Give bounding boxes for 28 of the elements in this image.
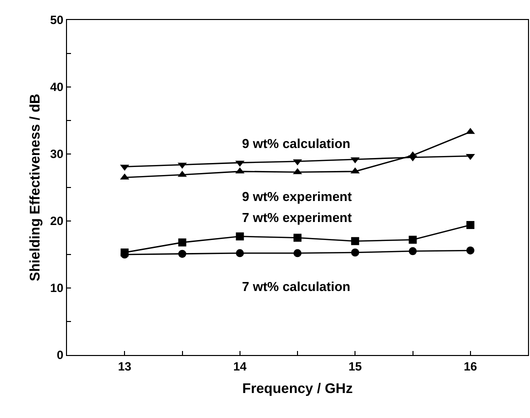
y-tick-label: 0 bbox=[56, 348, 64, 362]
point bbox=[408, 247, 417, 256]
y-tick-label: 10 bbox=[50, 281, 64, 296]
x-tick-label: 15 bbox=[348, 360, 362, 374]
x-tick-label: 13 bbox=[118, 360, 132, 374]
x-tick-label: 14 bbox=[233, 360, 247, 374]
series-label: 7 wt% experiment bbox=[242, 210, 352, 225]
series-label: 9 wt% calculation bbox=[242, 136, 350, 151]
y-tick-label: 50 bbox=[50, 13, 64, 28]
point bbox=[466, 221, 474, 230]
y-tick-label: 40 bbox=[50, 80, 64, 94]
point bbox=[236, 232, 244, 240]
series-label: 7 wt% calculation bbox=[242, 279, 350, 294]
point bbox=[351, 237, 360, 246]
y-tick-label: 30 bbox=[50, 147, 64, 162]
point bbox=[294, 249, 302, 258]
point bbox=[236, 249, 244, 258]
series-label: 9 wt% experiment bbox=[242, 189, 352, 204]
y-tick-label: 20 bbox=[50, 214, 64, 228]
point bbox=[178, 238, 186, 246]
point bbox=[351, 248, 360, 256]
point bbox=[408, 236, 417, 244]
x-axis-title: Frequency / GHz bbox=[242, 380, 353, 396]
point bbox=[466, 246, 474, 254]
point bbox=[294, 234, 302, 242]
x-tick-label: 16 bbox=[464, 360, 478, 374]
point bbox=[178, 250, 186, 258]
y-axis-title: Shielding Effectiveness / dB bbox=[26, 94, 43, 282]
